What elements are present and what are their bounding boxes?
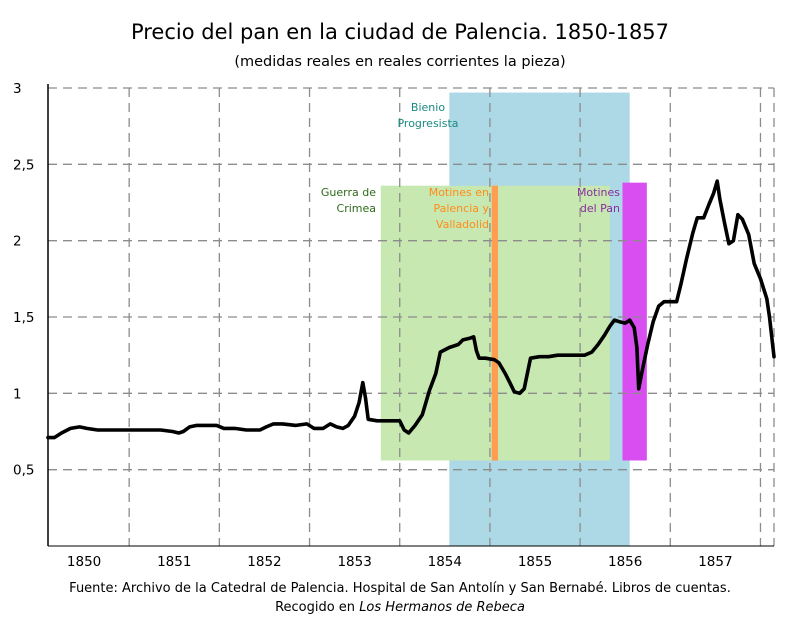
source-credit: Recogido en Los Hermanos de Rebeca (0, 598, 800, 617)
source-line: Fuente: Archivo de la Catedral de Palenc… (69, 581, 731, 596)
series-line (46, 179, 776, 440)
annotation-label-1: Crimea (337, 202, 376, 215)
source-credit-title: Los Hermanos de Rebeca (359, 600, 525, 615)
annotation-label-1: Guerra de (321, 186, 376, 199)
source-credit-prefix: Recogido en (275, 600, 360, 615)
annotation-label-0: Bienio (411, 101, 445, 114)
x-tick-label: 1854 (428, 554, 462, 570)
y-tick-label: 2,5 (13, 157, 34, 173)
annotation-band-2 (491, 185, 499, 461)
x-tick-label: 1857 (698, 554, 732, 570)
x-tick-label: 1856 (608, 554, 642, 570)
x-tick-label: 1850 (67, 554, 101, 570)
y-tick-label: 1,5 (13, 310, 34, 326)
y-tick-label: 2 (13, 234, 22, 250)
chart-title: Precio del pan en la ciudad de Palencia.… (130, 20, 670, 44)
source-note: Fuente: Archivo de la Catedral de Palenc… (0, 579, 800, 617)
y-tick-label: 1 (13, 386, 22, 402)
x-tick-label: 1855 (518, 554, 552, 570)
annotation-label-2: Palencia y (433, 202, 489, 215)
annotation-label-3: Motines (577, 186, 620, 199)
y-tick-label: 3 (13, 81, 22, 97)
y-tick-label: 0,5 (13, 463, 34, 479)
x-tick-label: 1853 (337, 554, 371, 570)
x-tick-label: 1851 (157, 554, 191, 570)
annotation-label-2: Motines en (429, 186, 489, 199)
chart-subtitle: (medidas reales en reales corrientes la … (234, 54, 566, 70)
x-tick-label: 1852 (247, 554, 281, 570)
annotation-label-0: Progresista (397, 117, 458, 130)
annotation-label-2: Valladolid (436, 218, 489, 231)
annotation-label-3: del Pan (580, 202, 620, 215)
